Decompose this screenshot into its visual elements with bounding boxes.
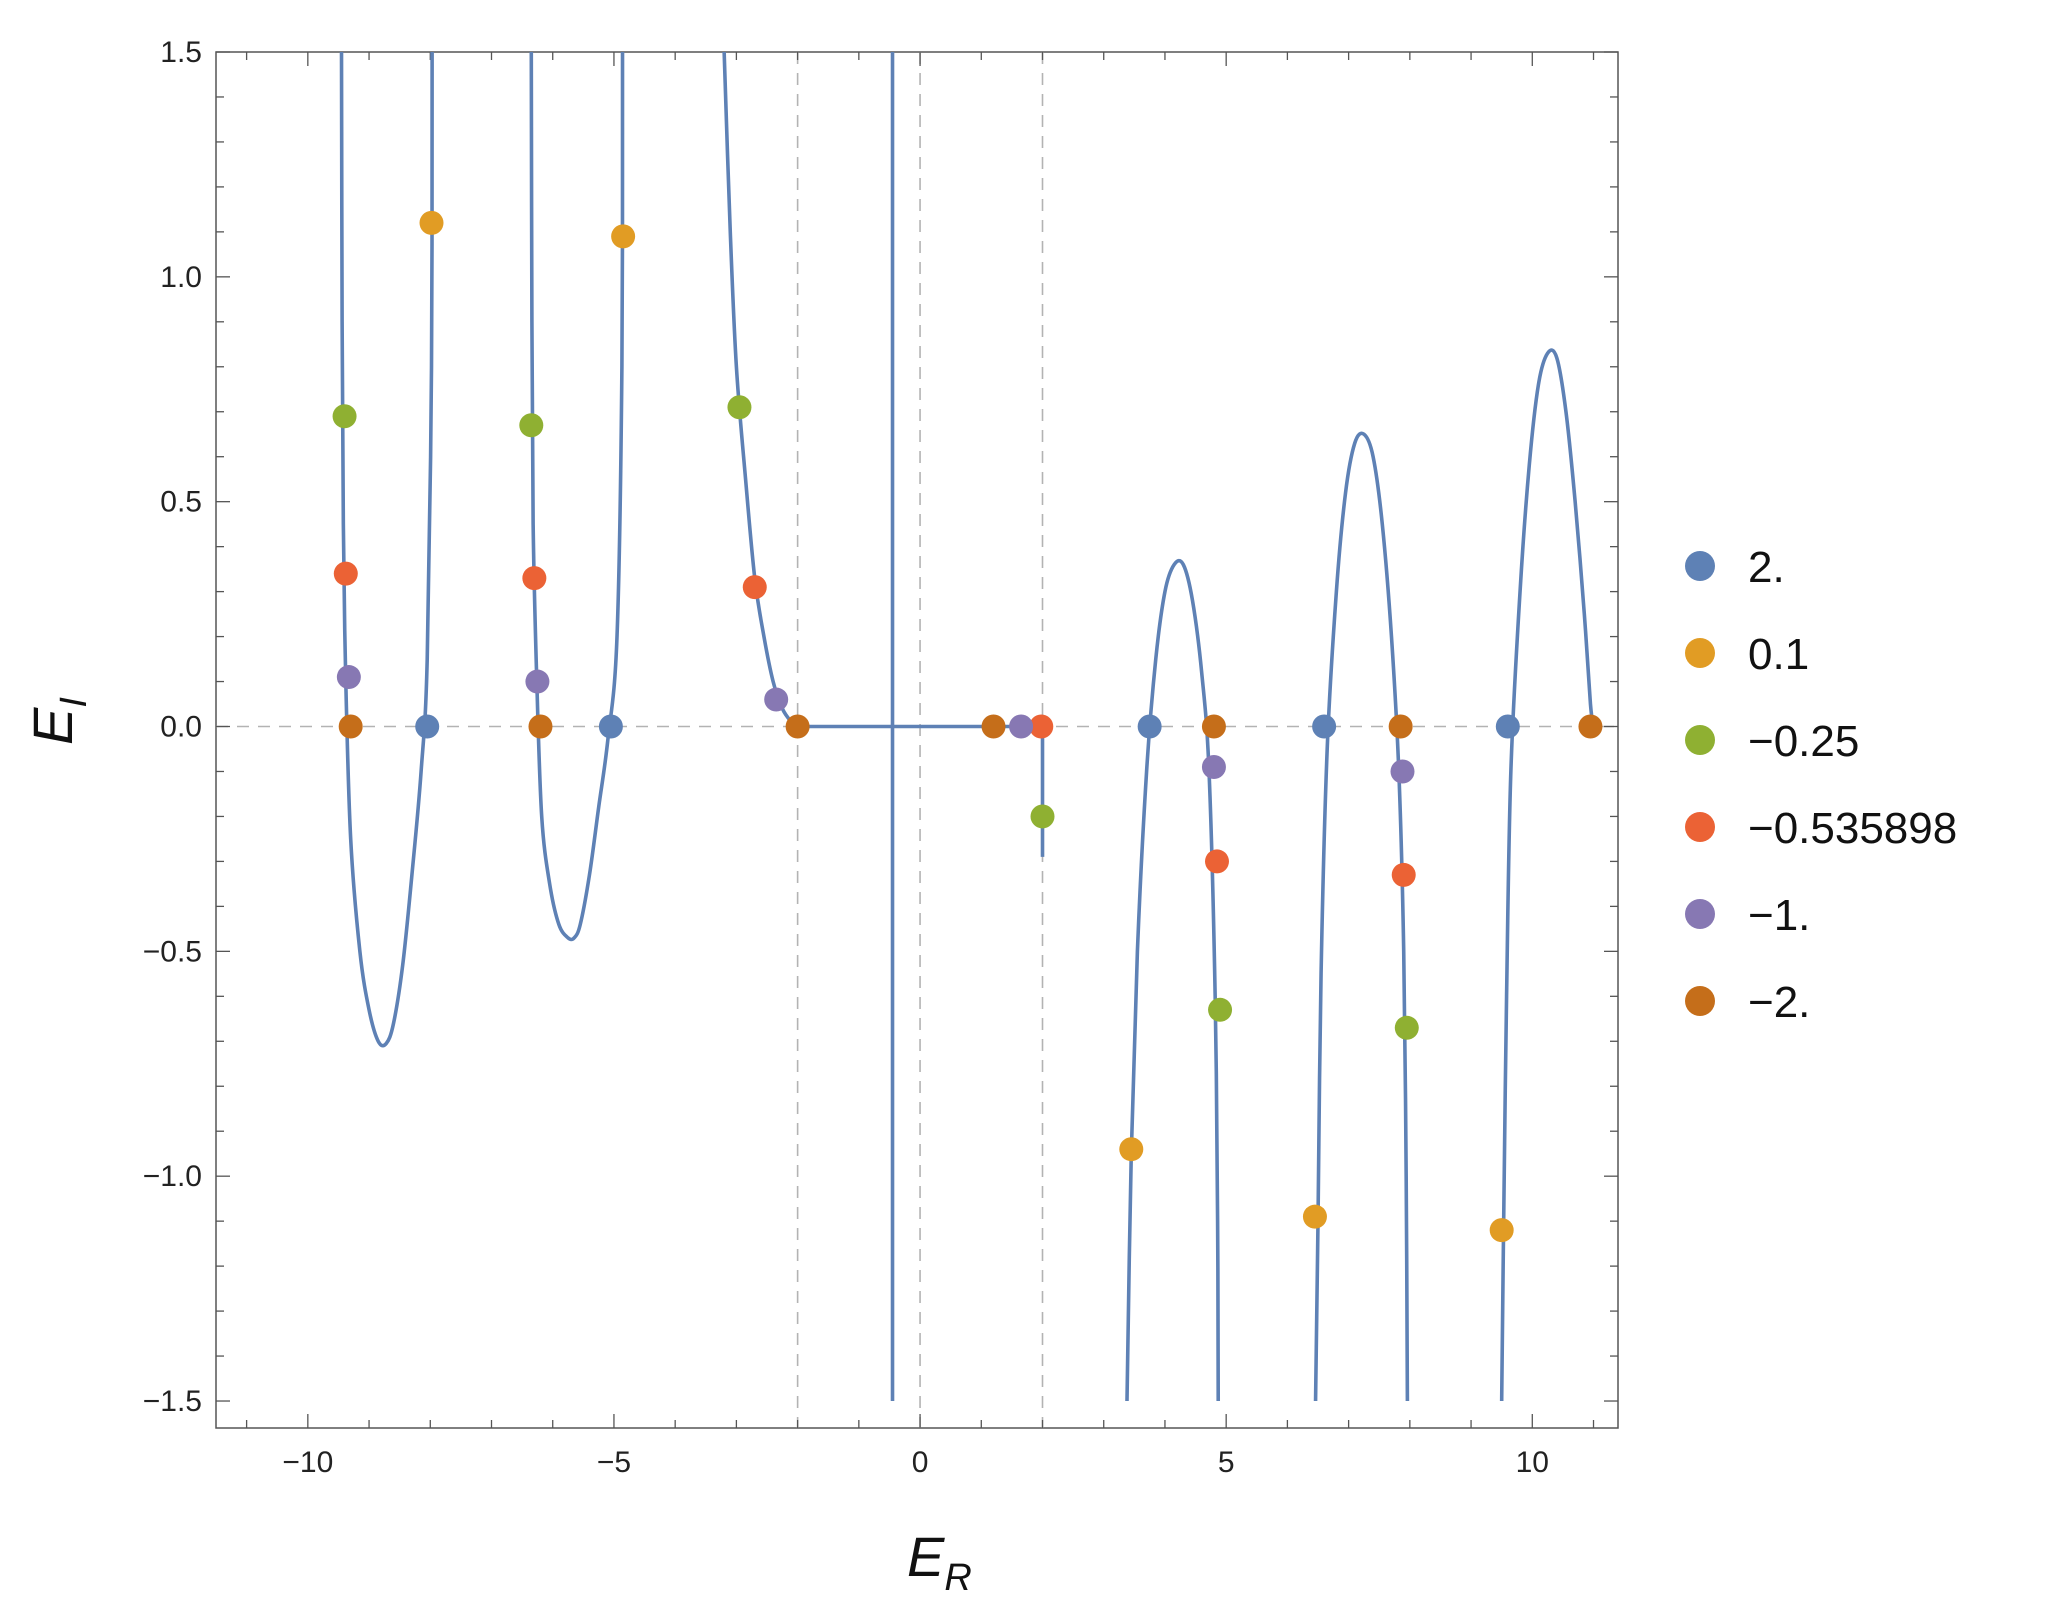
x-tick-label: 10 (1516, 1446, 1549, 1479)
data-point (1030, 804, 1055, 829)
plot-frame (215, 51, 1619, 1429)
data-point (528, 714, 553, 739)
data-point (1578, 714, 1603, 739)
data-point (1201, 754, 1226, 779)
legend-label: −0.25 (1748, 717, 1859, 766)
data-point (1208, 997, 1233, 1022)
legend-label: −0.535898 (1748, 804, 1957, 853)
data-point (1009, 714, 1034, 739)
legend-marker (1685, 986, 1715, 1016)
curve-line (1313, 431, 1410, 1402)
data-point (598, 714, 623, 739)
data-point (1394, 1015, 1419, 1040)
y-tick-label: −0.5 (143, 935, 202, 968)
x-tick-labels: −10 −5 0 5 10 (282, 1446, 1549, 1479)
y-tick-labels: 1.5 1.0 0.5 0.0 −0.5 −1.0 −1.5 (143, 36, 202, 1418)
legend: 2. 0.1 −0.25 −0.535898 −1. −2. (1685, 543, 1957, 1027)
y-axis-title-sub: I (53, 697, 95, 708)
data-point (1390, 759, 1415, 784)
data-point (419, 210, 444, 235)
x-tick-label: −10 (282, 1446, 333, 1479)
data-point (1029, 714, 1054, 739)
x-axis-title-sub: R (944, 1557, 971, 1597)
y-tick-label: 1.5 (160, 36, 202, 69)
curve-line (722, 51, 799, 729)
y-tick-label: −1.0 (143, 1160, 202, 1193)
legend-marker (1685, 812, 1715, 842)
x-tick-label: 0 (912, 1446, 929, 1479)
x-axis-title: ER (907, 1525, 972, 1597)
data-point (338, 714, 363, 739)
data-point (519, 413, 544, 438)
data-point (332, 404, 357, 429)
data-point (415, 714, 440, 739)
data-point (611, 224, 636, 249)
data-points (332, 210, 1603, 1243)
data-point (1137, 714, 1162, 739)
data-point (1312, 714, 1337, 739)
curve-line (1125, 558, 1221, 1402)
legend-label: 2. (1748, 543, 1785, 592)
curve-line (339, 51, 434, 1048)
data-point (1201, 714, 1226, 739)
curve-group (339, 51, 1596, 1402)
x-axis-title-main: E (907, 1525, 945, 1588)
axis-ticks (216, 51, 1618, 1428)
data-point (1489, 1218, 1514, 1243)
data-point (742, 575, 767, 600)
y-tick-label: 0.5 (160, 486, 202, 519)
y-tick-label: 1.0 (160, 261, 202, 294)
legend-label: −1. (1748, 891, 1810, 940)
data-point (1302, 1204, 1327, 1229)
x-tick-label: 5 (1218, 1446, 1235, 1479)
data-point (981, 714, 1006, 739)
data-point (1388, 714, 1413, 739)
legend-label: 0.1 (1748, 630, 1809, 679)
data-point (336, 665, 361, 690)
data-point (1391, 862, 1416, 887)
data-point (1119, 1137, 1144, 1162)
data-point (1204, 849, 1229, 874)
curve-line (529, 51, 625, 942)
y-tick-label: −1.5 (143, 1385, 202, 1418)
data-point (785, 714, 810, 739)
legend-marker (1685, 638, 1715, 668)
curve-line (993, 724, 1045, 857)
data-point (764, 687, 789, 712)
y-axis-title-main: E (21, 707, 84, 745)
data-point (522, 566, 547, 591)
data-point (1495, 714, 1520, 739)
data-point (333, 561, 358, 586)
data-point (525, 669, 550, 694)
x-tick-label: −5 (597, 1446, 631, 1479)
legend-marker (1685, 725, 1715, 755)
y-axis-title: EI (21, 697, 95, 745)
data-point (727, 395, 752, 420)
curve-line (1499, 348, 1596, 1402)
legend-marker (1685, 551, 1715, 581)
y-tick-label: 0.0 (160, 711, 202, 744)
legend-marker (1685, 899, 1715, 929)
legend-label: −2. (1748, 978, 1810, 1027)
